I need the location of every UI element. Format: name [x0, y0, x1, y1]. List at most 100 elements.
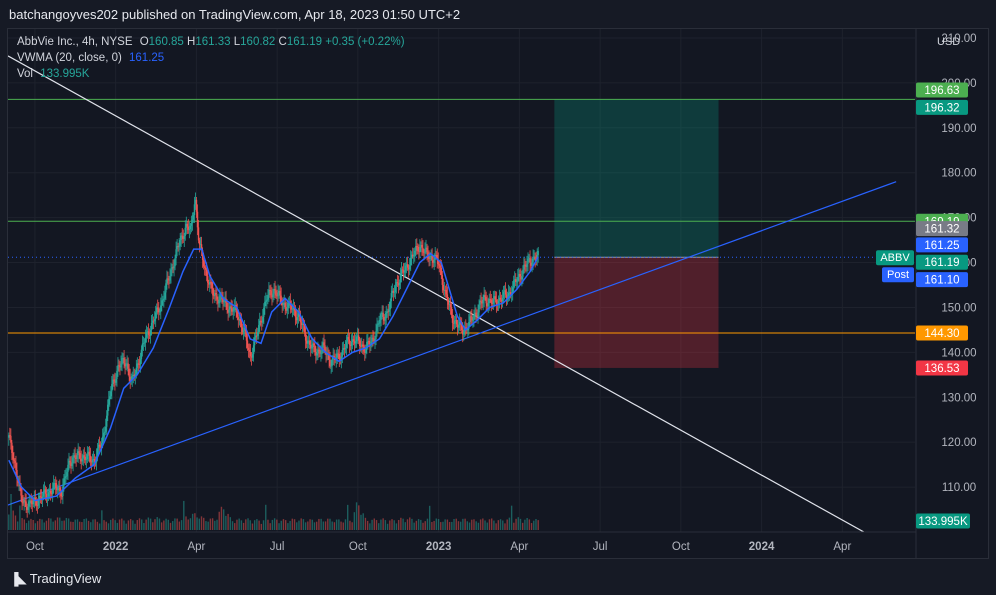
ohlc-row: AbbVie Inc., 4h, NYSE O160.85 H161.33 L1… — [17, 34, 405, 50]
long-position-target-zone[interactable] — [554, 99, 719, 258]
x-tick-label-3: Jul — [270, 541, 285, 553]
candle-body — [531, 262, 533, 266]
candle-body — [527, 258, 529, 264]
volume-bar — [147, 517, 150, 530]
candle-body — [167, 278, 169, 280]
volume-bar — [524, 519, 526, 530]
candle-body — [247, 347, 250, 350]
candle-body — [500, 299, 503, 302]
volume-bar — [497, 520, 500, 530]
candle-body — [412, 254, 414, 256]
candle-body — [381, 312, 383, 315]
volume-bar — [34, 523, 37, 530]
candle-body — [285, 307, 287, 311]
volume-bar — [289, 520, 291, 530]
long-position-stop-zone[interactable] — [554, 257, 719, 368]
x-tick-label-2: Apr — [187, 541, 205, 553]
volume-bar — [395, 523, 398, 530]
tradingview-logo[interactable]: ▐◣ TradingView — [10, 571, 101, 586]
volume-bar — [433, 520, 435, 530]
x-tick-label-10: Apr — [833, 541, 851, 553]
candle-body — [284, 302, 286, 308]
volume-bar — [160, 522, 163, 530]
volume-bar — [101, 510, 103, 530]
candle-body — [499, 297, 502, 300]
chart-frame[interactable] — [7, 28, 989, 559]
volume-bar — [484, 520, 486, 530]
candle-body — [214, 293, 216, 296]
candle-body — [338, 354, 340, 359]
candle-body — [63, 478, 65, 487]
candle-body — [161, 300, 163, 306]
candle-body — [260, 320, 262, 322]
candle-body — [420, 244, 422, 247]
volume-bar — [404, 522, 407, 530]
x-tick-label-5: 2023 — [426, 541, 452, 553]
volume-bar — [448, 522, 451, 530]
candle-body — [73, 455, 75, 458]
y-tick-label-190: 190.00 — [941, 123, 976, 135]
candle-body — [211, 282, 213, 289]
volume-bar — [141, 519, 143, 530]
candle-body — [472, 319, 474, 321]
candle-body — [396, 282, 399, 284]
candle-body — [78, 451, 80, 453]
candle-body — [90, 461, 93, 463]
y-tick-label-120: 120.00 — [941, 437, 976, 449]
volume-bar — [344, 519, 347, 530]
candle-body — [202, 259, 205, 267]
candle-body — [411, 254, 413, 258]
ascending-trendline[interactable] — [8, 181, 897, 506]
candle-body — [191, 219, 194, 224]
vwma-line — [8, 248, 539, 502]
candle-body — [133, 374, 135, 377]
candle-body — [385, 313, 387, 319]
candle-body — [96, 448, 99, 457]
candle-body — [286, 308, 288, 311]
candle-body — [142, 343, 145, 344]
candle-body — [58, 487, 60, 489]
candle-body — [121, 358, 123, 364]
post-tag — [882, 267, 914, 283]
candle-body — [80, 458, 82, 462]
y-tick-label-130: 130.00 — [941, 392, 976, 404]
candle-body — [56, 487, 58, 491]
candle-body — [129, 376, 131, 381]
candle-body — [13, 459, 15, 461]
volume-bar — [256, 519, 258, 530]
candle-body — [26, 506, 28, 510]
candle-body — [126, 363, 128, 365]
candle-body — [379, 319, 381, 324]
volume-bar — [185, 516, 187, 530]
candle-body — [446, 294, 449, 302]
candle-body — [204, 267, 207, 270]
candle-body — [151, 320, 154, 323]
candle-body — [451, 315, 454, 323]
candle-body — [372, 337, 374, 339]
candle-body — [34, 497, 37, 501]
candle-body — [303, 324, 306, 333]
high-label: H — [187, 36, 196, 48]
candle-body — [457, 325, 460, 328]
symbol-tag-text: ABBV — [880, 252, 910, 264]
candle-body — [306, 341, 309, 344]
vwma-value: 161.25 — [129, 52, 165, 64]
candle-body — [433, 259, 435, 263]
descending-trendline[interactable] — [8, 55, 896, 550]
volume-bar — [43, 522, 45, 530]
volume-bar — [371, 519, 373, 530]
candle-body — [281, 302, 283, 306]
volume-bar — [227, 513, 229, 530]
candle-body — [265, 300, 267, 302]
candle-body — [38, 496, 41, 501]
candle-body — [271, 295, 273, 298]
candle-body — [408, 265, 411, 270]
candle-body — [486, 303, 488, 307]
volume-bar — [490, 518, 493, 530]
candle-body — [492, 299, 495, 304]
candle-body — [74, 455, 76, 458]
candle-body — [533, 256, 535, 258]
volume-bar — [218, 511, 220, 530]
candle-body — [237, 317, 240, 320]
